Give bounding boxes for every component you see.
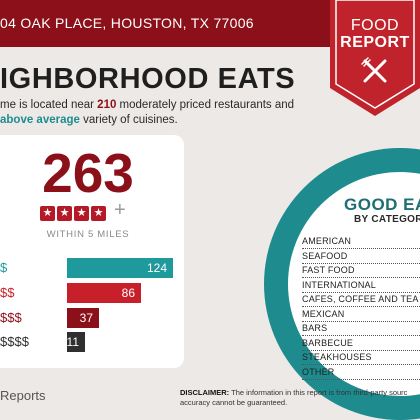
good-eats-title: GOOD EA [344, 195, 420, 214]
category-item: BARS [302, 323, 328, 333]
reports-link[interactable]: Reports [0, 388, 46, 403]
description-text: me is located near [0, 99, 98, 111]
price-tier-label: $ [0, 260, 8, 275]
price-tier-value: 124 [146, 261, 167, 275]
good-eats-circle [264, 148, 420, 420]
category-item: SEAFOOD [302, 250, 348, 261]
description-text: moderately priced restaurants and [116, 99, 295, 111]
price-tier-bar: 37 [67, 308, 99, 328]
category-item: STEAKHOUSES [302, 352, 372, 362]
page-title: IGHBORHOOD EATS [0, 63, 296, 95]
category-divider [302, 248, 420, 249]
star-icon: ★ [74, 206, 89, 221]
category-divider [302, 291, 420, 293]
badge-line2: REPORT [340, 34, 410, 51]
star-icon: ★ [91, 206, 106, 221]
price-tier-value: 86 [121, 286, 135, 300]
star-icon: ★ [57, 206, 72, 221]
disclaimer: DISCLAIMER: The information in this repo… [180, 388, 420, 408]
fork-knife-icon [361, 57, 387, 83]
category-divider [302, 378, 420, 380]
description-text: variety of cuisines. [79, 114, 178, 126]
category-item: FAST FOOD [302, 265, 355, 275]
price-tier-bar: 124 [67, 258, 173, 278]
category-item: MEXICAN [302, 308, 345, 319]
food-report-badge: FOOD REPORT [330, 0, 420, 116]
category-item: BARBECUE [302, 337, 354, 348]
disclaimer-text: The information in this report is from t… [180, 388, 408, 407]
price-tier-bar: 11 [67, 332, 85, 352]
category-divider [302, 262, 420, 264]
address-text: 04 OAK PLACE, HOUSTON, TX 77006 [0, 15, 254, 31]
category-divider [302, 320, 420, 322]
star-icon: ★ [40, 206, 55, 221]
description: me is located near 210 moderately priced… [0, 98, 294, 128]
price-tier-label: $$ [0, 285, 15, 300]
badge-shape [330, 0, 420, 116]
category-item: INTERNATIONAL [302, 279, 376, 290]
category-divider [302, 364, 420, 365]
restaurant-count: 210 [97, 99, 117, 111]
plus-icon: + [114, 199, 126, 221]
category-item: OTHER [302, 366, 335, 377]
variety-highlight: above average [0, 114, 80, 126]
radius-label: WITHIN 5 MILES [46, 229, 130, 240]
price-tier-label: $$$$ [0, 334, 29, 349]
category-divider [302, 277, 420, 278]
total-restaurants: 263 [42, 142, 134, 204]
price-tier-bar: 86 [67, 283, 141, 303]
price-tier-label: $$$ [0, 310, 22, 325]
category-item: AMERICAN [302, 236, 352, 246]
summary-card: 263 [0, 135, 184, 368]
category-divider [302, 306, 420, 307]
category-divider [302, 349, 420, 351]
good-eats-subtitle: BY CATEGOR [354, 214, 420, 225]
price-tier-value: 37 [79, 311, 93, 325]
price-tier-value: 11 [66, 335, 79, 349]
disclaimer-label: DISCLAIMER: [180, 388, 230, 397]
badge-line1: FOOD [350, 17, 400, 34]
category-item: CAFES, COFFEE AND TEA [302, 294, 419, 304]
category-divider [302, 335, 420, 336]
